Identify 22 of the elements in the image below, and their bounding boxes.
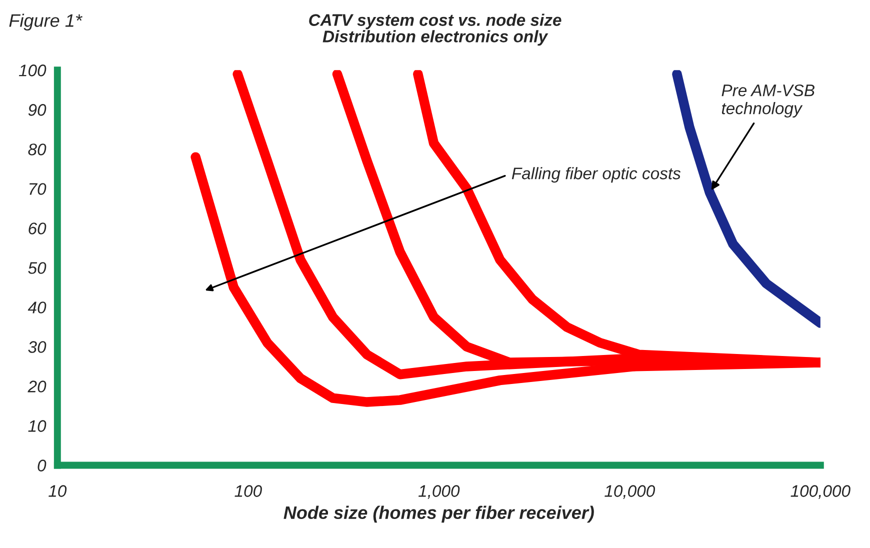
annotation: Falling fiber optic costs <box>512 167 681 183</box>
y-tick-label: 100 <box>18 64 46 76</box>
y-tick-label: 50 <box>28 262 46 274</box>
y-tick-label: 30 <box>28 341 46 353</box>
x-tick-label: 100 <box>234 485 262 497</box>
y-tick-label: 70 <box>30 183 46 195</box>
y-tick-label: 60 <box>28 222 46 234</box>
annotation: Pre AM-VSB technology <box>722 84 814 118</box>
chart-title: CATV system cost vs. node size <box>309 14 562 30</box>
caption: Figure 1* <box>9 14 82 31</box>
y-tick-label: 10 <box>28 420 46 432</box>
x-tick-label: 100,000 <box>790 485 850 499</box>
y-tick-label: 90 <box>28 104 46 116</box>
x-tick-label: 10,000 <box>604 485 656 499</box>
y-tick-label: 40 <box>28 302 46 314</box>
y-tick-label: 80 <box>28 144 46 156</box>
chart-subtitle: Distribution electronics only <box>322 30 548 46</box>
x-tick-label: 1,000 <box>418 485 460 499</box>
x-tick-label: 10 <box>48 485 67 497</box>
y-tick-label: 0 <box>38 460 46 472</box>
y-tick-label: 20 <box>28 380 46 392</box>
x-axis-title: Node size (homes per fiber receiver) <box>284 506 594 523</box>
